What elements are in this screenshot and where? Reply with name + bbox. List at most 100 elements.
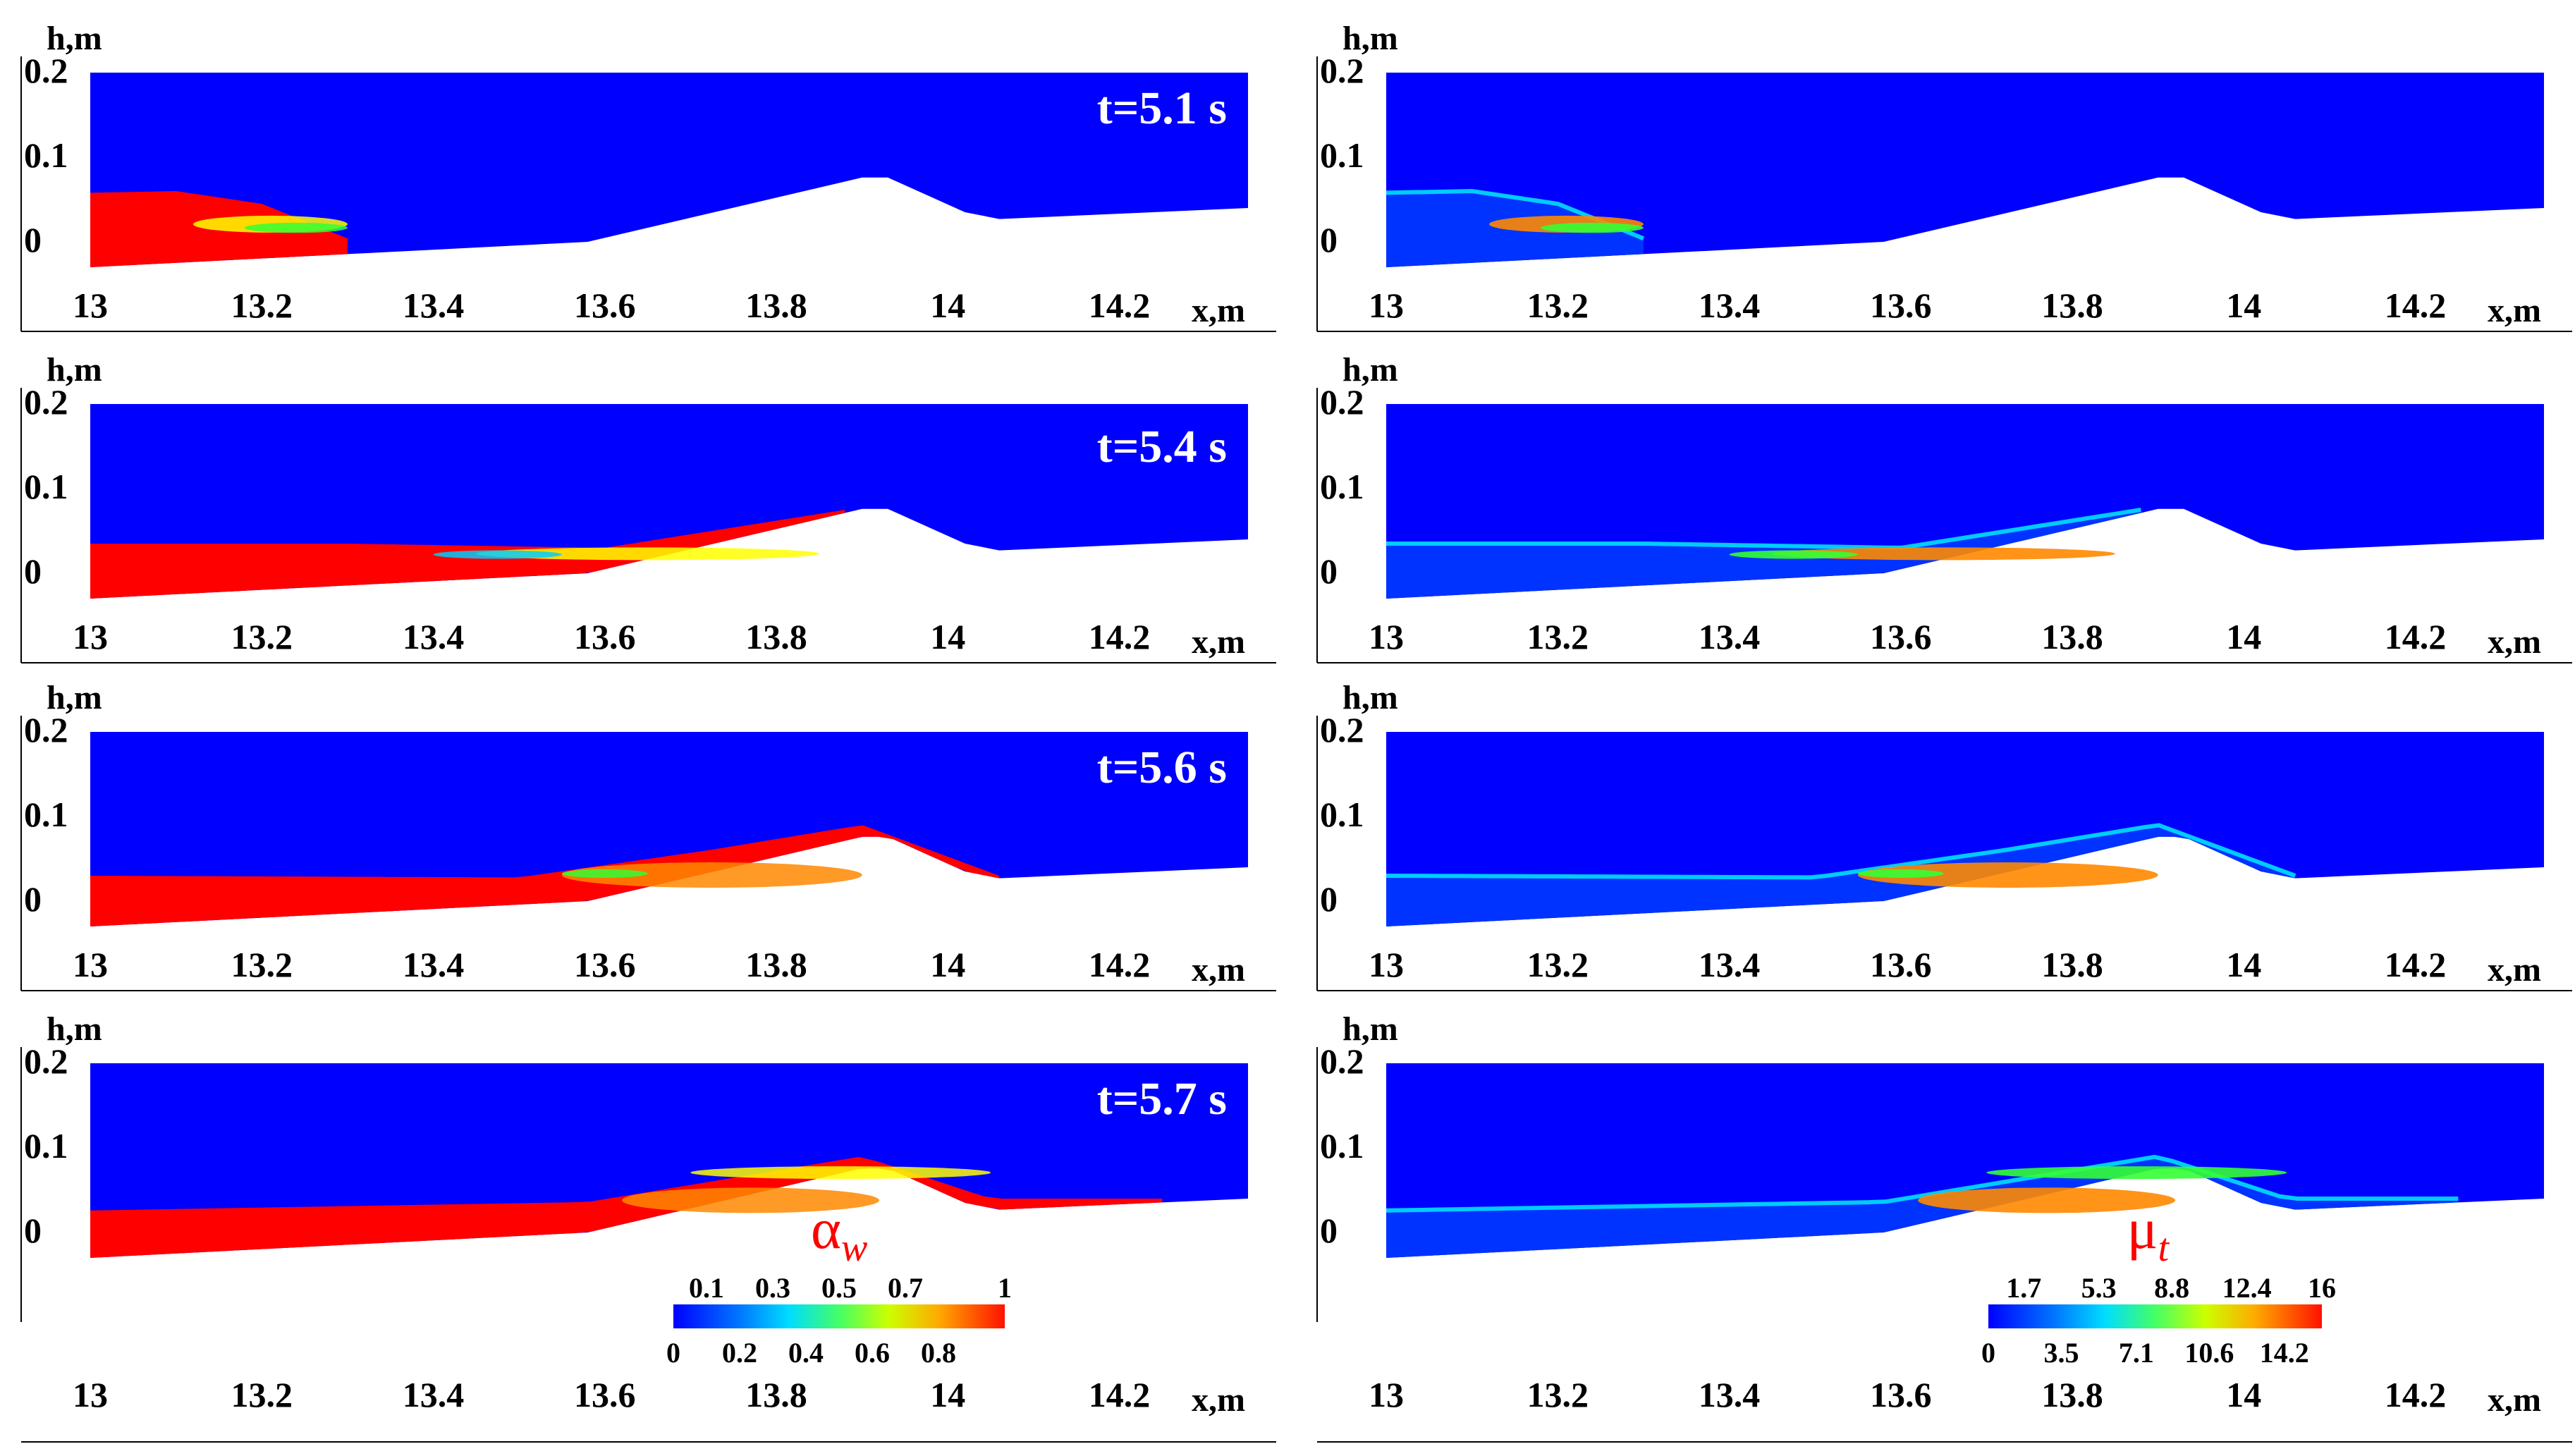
colorbar-gradient bbox=[673, 1304, 1005, 1328]
y-tick-label: 0.2 bbox=[1320, 51, 1364, 90]
x-axis-label: x,m bbox=[2488, 951, 2541, 989]
x-tick-label: 13.6 bbox=[574, 945, 636, 984]
mixing-plume bbox=[690, 1166, 991, 1180]
colorbar-bottom-tick: 0.2 bbox=[722, 1337, 757, 1369]
turbulence-hotspot bbox=[1857, 869, 1944, 878]
panel-r1-c2: 0.2 0.1 0 h,m 13 13.2 13.4 13.6 13.8 14 14.2 x,m bbox=[1316, 20, 2572, 332]
domain-background bbox=[1386, 73, 2544, 267]
water-fraction-field bbox=[90, 825, 1000, 926]
x-tick-label: 13.2 bbox=[231, 617, 293, 656]
y-tick-label: 0.1 bbox=[1320, 1126, 1364, 1166]
x-tick-label: 13 bbox=[1369, 286, 1404, 325]
y-tick-label: 0 bbox=[24, 1211, 42, 1250]
mixing-plume bbox=[433, 550, 562, 559]
turbulence-hotspot bbox=[1540, 222, 1644, 233]
surface-shear-line bbox=[1386, 508, 2141, 550]
y-tick-label: 0.1 bbox=[24, 467, 68, 506]
panel-r3-c2: 0.2 0.1 0 h,m 13 13.2 13.4 13.6 13.8 14 14.2 x,m bbox=[1316, 679, 2572, 991]
mixing-plume bbox=[244, 222, 348, 233]
x-tick-label: 13.4 bbox=[1699, 286, 1761, 325]
x-axis-label: x,m bbox=[2488, 292, 2541, 329]
colorbar-bottom-tick: 0.6 bbox=[855, 1337, 890, 1369]
x-tick-label: 13.8 bbox=[745, 1375, 807, 1414]
time-label: t=5.4 s bbox=[1097, 421, 1227, 472]
x-tick-label: 13.8 bbox=[745, 617, 807, 656]
x-tick-label: 13 bbox=[73, 945, 108, 984]
x-axis-label: x,m bbox=[2488, 1381, 2541, 1419]
colorbar-bottom-tick: 0 bbox=[666, 1337, 680, 1369]
y-tick-label: 0.2 bbox=[24, 1041, 68, 1081]
panel-r2-c2: 0.2 0.1 0 h,m 13 13.2 13.4 13.6 13.8 14 14.2 x,m bbox=[1316, 351, 2572, 663]
turbulence-hotspot bbox=[1772, 547, 2115, 561]
mixing-plume bbox=[561, 862, 862, 888]
y-tick-label: 0.2 bbox=[1320, 382, 1364, 422]
x-tick-label: 13.4 bbox=[403, 617, 465, 656]
x-tick-label: 13.6 bbox=[1870, 617, 1932, 656]
y-axis-label: h,m bbox=[47, 679, 102, 716]
y-tick-label: 0 bbox=[1320, 551, 1338, 591]
x-tick-label: 13.2 bbox=[231, 286, 293, 325]
x-tick-label: 13.8 bbox=[745, 286, 807, 325]
colorbar-top-tick: 0.7 bbox=[888, 1272, 923, 1304]
x-tick-label: 13.8 bbox=[745, 945, 807, 984]
x-axis-label: x,m bbox=[2488, 623, 2541, 661]
x-tick-label: 14 bbox=[930, 1375, 965, 1414]
turbulence-hotspot bbox=[1918, 1187, 2175, 1213]
y-tick-label: 0 bbox=[24, 220, 42, 259]
x-tick-label: 14 bbox=[930, 286, 965, 325]
x-axis-label: x,m bbox=[1192, 292, 1245, 329]
y-tick-label: 0.1 bbox=[24, 795, 68, 834]
x-tick-label: 13.6 bbox=[574, 617, 636, 656]
x-tick-label: 14.2 bbox=[2385, 1375, 2447, 1414]
x-tick-label: 13 bbox=[1369, 945, 1404, 984]
colorbar-bottom-tick: 0 bbox=[1981, 1337, 1995, 1369]
panel-r4-c2: 0.2 0.1 0 h,m 13 13.2 13.4 13.6 13.8 14 14.2 x,m bbox=[1316, 1010, 2572, 1443]
turbulence-hotspot bbox=[1986, 1166, 2287, 1180]
viscosity-field bbox=[1386, 1156, 2459, 1258]
x-tick-label: 13.8 bbox=[2041, 617, 2103, 656]
colorbar-alpha-w: 0.1 0.3 0.5 0.7 1 0 0.2 0.4 0.6 0.8 αw bbox=[666, 1197, 1012, 1369]
x-tick-label: 13.8 bbox=[2041, 286, 2103, 325]
y-axis-label: h,m bbox=[47, 20, 102, 57]
x-tick-label: 13 bbox=[73, 617, 108, 656]
y-tick-label: 0 bbox=[24, 879, 42, 919]
y-tick-label: 0 bbox=[24, 551, 42, 591]
x-tick-label: 13.2 bbox=[1527, 617, 1589, 656]
x-tick-label: 13.2 bbox=[1527, 1375, 1589, 1414]
x-tick-label: 13.2 bbox=[231, 1375, 293, 1414]
mixing-plume bbox=[561, 869, 648, 878]
colorbar-bottom-tick: 0.8 bbox=[921, 1337, 956, 1369]
colorbar-bottom-tick: 3.5 bbox=[2043, 1337, 2079, 1369]
mixing-plume bbox=[476, 547, 819, 561]
time-label: t=5.7 s bbox=[1097, 1073, 1227, 1125]
y-tick-label: 0.1 bbox=[1320, 467, 1364, 506]
x-tick-label: 14 bbox=[930, 945, 965, 984]
x-tick-label: 13.4 bbox=[403, 945, 465, 984]
y-axis-label: h,m bbox=[1342, 1010, 1398, 1048]
colorbar-bottom-tick: 7.1 bbox=[2119, 1337, 2154, 1369]
mixing-plume bbox=[622, 1187, 879, 1213]
x-tick-label: 13.6 bbox=[574, 286, 636, 325]
x-tick-label: 13.4 bbox=[403, 286, 465, 325]
x-tick-label: 13.2 bbox=[231, 945, 293, 984]
x-tick-label: 13 bbox=[73, 286, 108, 325]
colorbar-top-tick: 12.4 bbox=[2222, 1272, 2272, 1304]
colorbar-top-tick: 1 bbox=[998, 1272, 1012, 1304]
x-tick-label: 13 bbox=[73, 1375, 108, 1414]
x-tick-label: 14 bbox=[2226, 945, 2261, 984]
x-tick-label: 13.6 bbox=[1870, 1375, 1932, 1414]
x-tick-label: 13.8 bbox=[2041, 945, 2103, 984]
panel-r4-c1: 0.2 0.1 0 h,m 13 13.2 13.4 13.6 13.8 14 14.2 x,m t=5… bbox=[20, 1010, 1276, 1443]
colorbar-mu-t: 1.7 5.3 8.8 12.4 16 0 3.5 7.1 10.6 14.2 μt bbox=[1981, 1197, 2336, 1369]
y-tick-label: 0.1 bbox=[1320, 135, 1364, 175]
colorbar-title-subscript: w bbox=[841, 1226, 867, 1270]
colorbar-top-tick: 16 bbox=[2308, 1272, 2336, 1304]
colorbar-top-tick: 0.1 bbox=[689, 1272, 724, 1304]
x-tick-label: 14.2 bbox=[2385, 617, 2447, 656]
y-tick-label: 0.2 bbox=[24, 51, 68, 90]
x-tick-label: 14.2 bbox=[1089, 286, 1151, 325]
panel-r2-c1: 0.2 0.1 0 h,m 13 13.2 13.4 13.6 13.8 14 14.2 x,m t=5… bbox=[20, 351, 1276, 663]
colorbar-bottom-tick: 0.4 bbox=[788, 1337, 824, 1369]
surface-shear-line bbox=[1386, 823, 2296, 880]
x-tick-label: 14.2 bbox=[1089, 945, 1151, 984]
